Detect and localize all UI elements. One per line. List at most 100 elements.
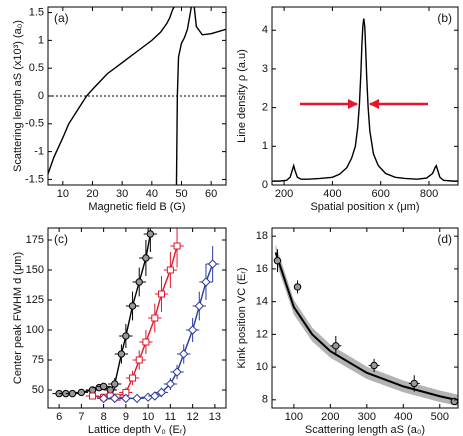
x-axis-label: Magnetic field B (G) (88, 201, 185, 213)
x-tick-label: 200 (275, 188, 293, 200)
plot-area (272, 18, 458, 182)
data-line (272, 18, 458, 182)
x-tick-label: 9 (123, 411, 129, 423)
y-tick-label: 10 (256, 361, 268, 373)
point (201, 277, 211, 287)
point (166, 266, 174, 274)
point (187, 325, 198, 335)
y-tick-label: 175 (26, 234, 44, 246)
x-axis-label: Lattice depth V₀ (Eᵣ) (88, 424, 186, 436)
x-tick-label: 40 (146, 188, 158, 200)
point (128, 302, 137, 310)
data-line (48, 7, 226, 185)
plot-frame (47, 6, 227, 186)
y-tick-label: 1 (262, 140, 268, 152)
point (179, 349, 189, 359)
point (106, 386, 115, 394)
point (135, 356, 143, 364)
panel-label: (c) (54, 232, 68, 246)
point (157, 290, 165, 298)
plot-area (52, 228, 220, 404)
x-tick-label: 30 (116, 188, 128, 200)
y-tick-label: -0.5 (25, 118, 44, 130)
x-tick-label: 10 (142, 411, 154, 423)
point (99, 382, 108, 391)
point (146, 230, 155, 238)
point (194, 301, 205, 311)
y-tick-label: 0.5 (29, 62, 44, 74)
panel: 200 400 600 800 0 1 2 3 4 Spatial position x (μm)… (236, 6, 459, 213)
x-tick-label: 12 (187, 411, 199, 423)
point (132, 393, 142, 404)
y-tick-label: 18 (256, 230, 268, 242)
data-line (59, 233, 152, 395)
y-tick-label: 3 (262, 63, 268, 75)
x-tick-label: 8 (101, 411, 107, 423)
panel: 10 20 30 40 50 60 -1.5 -1 -0.5 0 0.5 1 1.5 Magnetic f… (12, 6, 227, 213)
fit-band (275, 244, 458, 407)
panel-label: (a) (54, 11, 69, 25)
data-line (274, 252, 458, 402)
plot-frame (271, 227, 459, 409)
y-tick-label: 1 (38, 34, 44, 46)
x-tick-label: 400 (323, 188, 341, 200)
point (77, 388, 86, 397)
point (68, 389, 77, 398)
y-tick-label: 2 (262, 102, 268, 114)
y-tick-label: 0 (38, 90, 44, 102)
point (142, 338, 150, 346)
x-tick-label: 200 (321, 411, 339, 423)
point (117, 350, 126, 358)
point (135, 278, 143, 286)
x-tick-label: 6 (56, 411, 62, 423)
x-tick-label: 7 (78, 411, 84, 423)
y-tick-label: 0 (262, 179, 268, 191)
x-tick-label: 400 (394, 411, 412, 423)
y-tick-label: 125 (26, 294, 44, 306)
y-tick-label: 4 (262, 24, 268, 36)
point (122, 332, 130, 340)
y-axis-label: Line density ρ (a.u) (236, 49, 248, 143)
y-tick-label: 12 (256, 328, 268, 340)
y-tick-label: 50 (32, 384, 44, 396)
point (165, 379, 176, 389)
panel: 6 7 8 9 10 11 12 13 50 75 100 125 150 175 Lattice dept… (12, 227, 227, 436)
point (110, 393, 120, 404)
point (121, 393, 131, 404)
point (111, 380, 119, 388)
panel-label: (b) (437, 11, 452, 25)
y-tick-label: -1 (34, 146, 44, 158)
point (151, 314, 159, 322)
point (410, 379, 418, 388)
point (173, 242, 181, 250)
y-tick-label: 14 (256, 296, 268, 308)
point (129, 374, 137, 382)
x-tick-label: 60 (205, 188, 217, 200)
x-tick-label: 600 (372, 188, 390, 200)
y-tick-label: 100 (26, 324, 44, 336)
point (142, 254, 150, 262)
y-axis-label: Kink position VC (Eᵣ) (236, 267, 248, 368)
y-tick-label: 150 (26, 264, 44, 276)
y-axis-label: Center peak FWHM d (μm) (12, 252, 24, 384)
x-tick-label: 11 (165, 411, 176, 423)
x-tick-label: 20 (86, 188, 98, 200)
point (207, 259, 218, 269)
x-axis-label: Scattering length aS (a₀) (305, 424, 425, 436)
panel-label: (d) (437, 232, 452, 246)
x-tick-label: 13 (209, 411, 221, 423)
x-tick-label: 50 (175, 188, 187, 200)
panel: 100 200 300 400 500 8 10 12 14 16 18 Scattering len… (236, 227, 459, 436)
y-tick-label: 16 (256, 263, 268, 275)
x-tick-label: 100 (285, 411, 303, 423)
point (332, 342, 340, 350)
point (89, 392, 96, 400)
y-tick-label: 75 (32, 354, 44, 366)
plot-frame (271, 6, 459, 186)
y-tick-label: 1.5 (29, 6, 44, 18)
point (172, 367, 182, 377)
point (150, 391, 160, 401)
x-axis-label: Spatial position x (μm) (310, 201, 419, 213)
point (98, 393, 109, 404)
